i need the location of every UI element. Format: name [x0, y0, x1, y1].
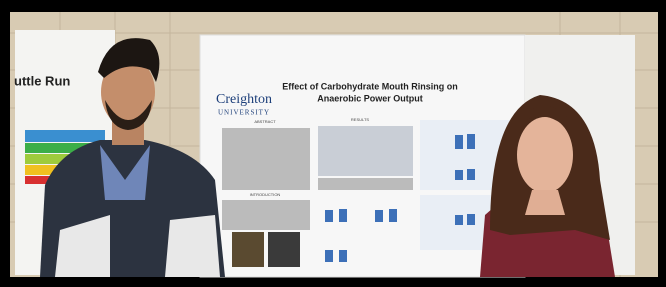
poster-logo: Creighton — [216, 92, 272, 107]
poster-logo-sub: UNIVERSITY — [218, 109, 270, 117]
photo: uttle Run Creighton UNIVERSITY Effect of… — [0, 0, 666, 287]
page: uttle Run Creighton UNIVERSITY Effect of… — [0, 0, 666, 287]
left-poster-title: uttle Run — [14, 73, 70, 88]
section-heading: RESULTS — [351, 117, 369, 122]
table-row — [25, 130, 105, 142]
poster-photo — [232, 232, 264, 267]
poster-photo — [268, 232, 300, 267]
poster-title: Anaerobic Power Output — [317, 93, 423, 103]
poster-title: Effect of Carbohydrate Mouth Rinsing on — [282, 81, 458, 91]
section-heading: INTRODUCTION — [250, 192, 281, 197]
section-heading: ABSTRACT — [254, 119, 276, 124]
